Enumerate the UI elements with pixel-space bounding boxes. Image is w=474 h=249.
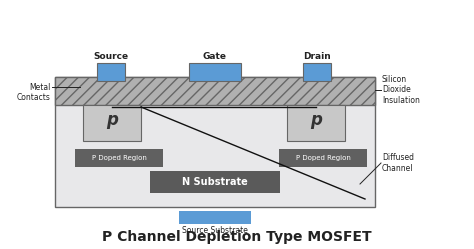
Text: p: p	[106, 111, 118, 129]
Bar	[55, 77, 375, 105]
Text: Silicon
Dioxide
Insulation: Silicon Dioxide Insulation	[382, 75, 420, 105]
Bar	[303, 63, 331, 81]
Bar	[287, 105, 345, 141]
Bar	[189, 63, 241, 81]
Bar	[179, 211, 251, 224]
Text: Source Substrate: Source Substrate	[182, 226, 248, 235]
Bar	[83, 105, 141, 141]
Text: Metal
Contacts: Metal Contacts	[17, 83, 51, 102]
Text: p: p	[310, 111, 322, 129]
Text: P Doped Region: P Doped Region	[296, 155, 350, 161]
Text: Gate: Gate	[203, 52, 227, 61]
Text: Source: Source	[93, 52, 128, 61]
Text: P Doped Region: P Doped Region	[91, 155, 146, 161]
Text: Drain: Drain	[303, 52, 331, 61]
Bar	[279, 149, 367, 167]
Bar	[75, 149, 163, 167]
Text: Diffused
Channel: Diffused Channel	[382, 153, 414, 173]
Bar	[55, 77, 375, 207]
Text: P Channel Depletion Type MOSFET: P Channel Depletion Type MOSFET	[102, 230, 372, 244]
Bar	[150, 171, 280, 193]
Bar	[97, 63, 125, 81]
Text: N Substrate: N Substrate	[182, 177, 248, 187]
